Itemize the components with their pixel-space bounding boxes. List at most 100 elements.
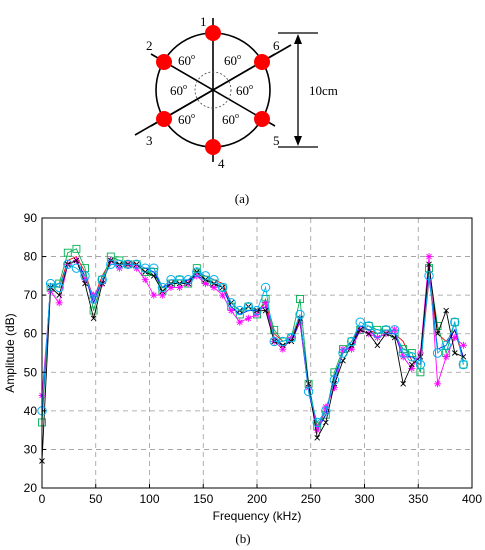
- data-point: [374, 342, 381, 349]
- data-point: [72, 244, 81, 253]
- sensor-2: [156, 54, 172, 70]
- sensor-label-5: 5: [273, 133, 280, 148]
- data-point: [364, 321, 374, 331]
- data-point: [73, 257, 80, 264]
- series-layer: [37, 244, 469, 464]
- x-tick-label: 100: [139, 492, 159, 506]
- data-point: [389, 325, 400, 335]
- y-tick-label: 80: [24, 250, 38, 264]
- x-tick-label: 150: [193, 492, 213, 506]
- sensor-label-2: 2: [146, 38, 153, 53]
- data-point: [432, 348, 443, 358]
- data-point: [235, 305, 245, 316]
- series-6: [37, 259, 469, 428]
- x-axis-ticks: 0 50 100 150 200 250 300 350 400: [39, 484, 482, 506]
- data-point: [346, 336, 357, 347]
- data-point: [217, 282, 228, 293]
- data-point: [338, 348, 348, 358]
- data-point: [262, 307, 269, 314]
- data-point: [303, 386, 314, 397]
- dimension-label: 10cm: [309, 83, 338, 98]
- data-point: [451, 350, 458, 356]
- sensor-3: [156, 111, 172, 127]
- angle-arcs: [194, 71, 232, 109]
- angle-label-top-right: 60o: [224, 52, 241, 68]
- caption-b: (b): [235, 531, 250, 546]
- data-point: [408, 361, 415, 368]
- angle-label-bottom-right: 60o: [222, 111, 239, 127]
- data-point: [227, 307, 235, 315]
- angle-label-bottom-left: 60o: [178, 111, 195, 127]
- data-point: [209, 275, 219, 285]
- data-point: [218, 283, 227, 292]
- data-point: [278, 336, 288, 347]
- data-point: [131, 259, 142, 269]
- data-point: [286, 332, 297, 343]
- data-point: [355, 317, 365, 327]
- data-point: [201, 280, 209, 288]
- data-point: [243, 302, 254, 312]
- data-point: [279, 345, 287, 353]
- data-point: [408, 364, 416, 372]
- data-point: [459, 360, 468, 369]
- data-point: [219, 291, 227, 299]
- data-point: [312, 417, 322, 428]
- data-point: [329, 375, 340, 385]
- data-point: [167, 283, 175, 291]
- sensor-6: [254, 54, 270, 70]
- data-point: [262, 299, 270, 307]
- data-point: [441, 340, 451, 350]
- sensor-label-6: 6: [273, 38, 280, 53]
- dimension-marker: [278, 32, 318, 148]
- data-point: [176, 283, 184, 291]
- data-point: [63, 259, 73, 269]
- grid: [42, 218, 472, 488]
- data-point: [313, 426, 321, 434]
- y-tick-label: 30: [24, 442, 38, 456]
- x-tick-label: 200: [247, 492, 267, 506]
- amplitude-chart: 0 50 100 150 200 250 300 350 400 20 30 40 50 60 70 80 9…: [3, 211, 482, 546]
- data-point: [200, 271, 211, 281]
- data-point: [88, 294, 99, 304]
- data-point: [357, 327, 364, 333]
- sensor-4: [205, 139, 221, 155]
- sensor-label-1: 1: [200, 14, 207, 29]
- caption-a: (a): [235, 191, 249, 206]
- angle-label-left: 60o: [170, 82, 187, 98]
- data-point: [80, 271, 90, 281]
- data-point: [348, 345, 356, 353]
- x-tick-label: 50: [89, 492, 103, 506]
- x-tick-label: 350: [408, 492, 428, 506]
- spoke-ext-3: [134, 89, 214, 136]
- sensor-5: [254, 111, 270, 127]
- x-tick-label: 250: [301, 492, 321, 506]
- sensor-label-4: 4: [218, 156, 225, 171]
- data-point: [252, 305, 262, 316]
- data-point: [426, 261, 432, 268]
- data-point: [54, 282, 64, 293]
- data-point: [226, 298, 236, 308]
- x-tick-label: 400: [462, 492, 482, 506]
- data-point: [260, 282, 271, 293]
- data-point: [56, 292, 63, 298]
- data-point: [150, 291, 158, 299]
- data-point: [417, 354, 424, 360]
- data-point: [424, 271, 434, 281]
- data-point: [158, 291, 166, 299]
- data-point: [372, 329, 383, 339]
- data-point: [45, 278, 56, 289]
- data-point: [183, 275, 193, 285]
- data-point: [244, 314, 252, 322]
- angle-label-top-left: 60o: [178, 52, 195, 68]
- data-point: [442, 353, 450, 361]
- data-point: [192, 267, 202, 277]
- spoke-ext-6: [212, 44, 292, 91]
- data-point: [451, 334, 459, 342]
- x-tick-label: 0: [39, 492, 46, 506]
- data-point: [458, 359, 469, 370]
- data-point: [55, 299, 63, 307]
- y-tick-label: 50: [24, 365, 38, 379]
- y-tick-label: 60: [24, 327, 38, 341]
- data-point: [443, 307, 450, 314]
- data-point: [90, 315, 97, 322]
